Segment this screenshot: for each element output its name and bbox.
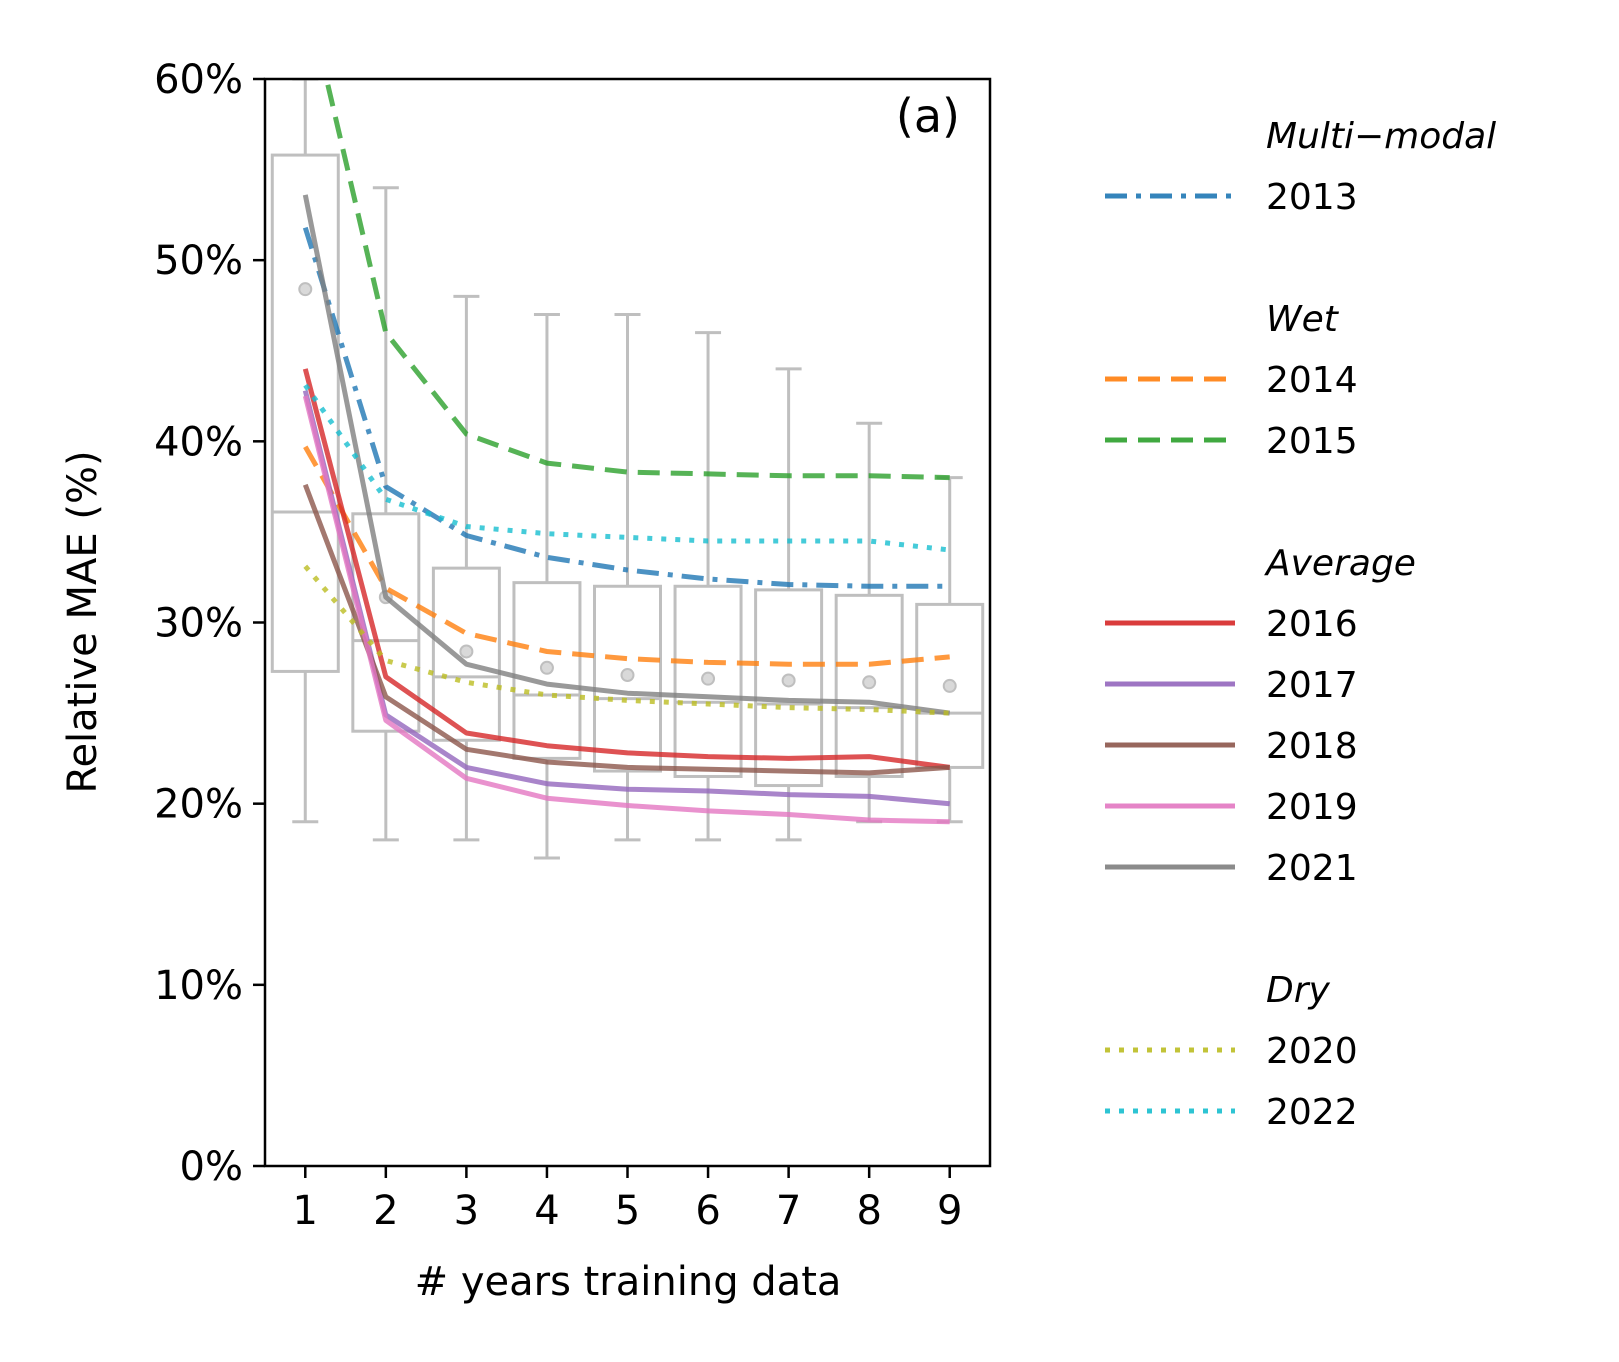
boxplot-6 [673, 331, 743, 842]
boxplot-3 [431, 294, 501, 842]
boxplot-5 [593, 313, 662, 842]
x-axis-title: # years training data [415, 1259, 842, 1305]
legend-entry-2022: 2022 [1105, 1092, 1358, 1133]
y-tick-label: 60% [154, 57, 243, 103]
legend-label: 2019 [1266, 787, 1358, 828]
axes-layer: 1 2 3 4 5 6 7 8 9 0% 10% 20% 30% 40% 50% 60% [154, 57, 962, 1234]
legend-entry-2019: 2019 [1105, 787, 1358, 828]
box [270, 153, 340, 673]
y-axis-title: Relative MAE (%) [60, 450, 106, 793]
series-line-2014 [303, 445, 950, 667]
legend: Multi−modal 2013 Wet 2014 2015 Average 2016 201… [1105, 116, 1496, 1133]
mean-marker [620, 668, 635, 683]
y-tick-label: 10% [154, 963, 243, 1009]
boxplot-2 [351, 186, 421, 842]
legend-entry-2018: 2018 [1105, 726, 1358, 767]
y-tick-label: 50% [154, 238, 243, 284]
series-line-2015 [323, 79, 950, 481]
legend-entry-2017: 2017 [1105, 665, 1358, 706]
legend-label: 2018 [1266, 726, 1358, 767]
box [834, 593, 904, 778]
mean-marker [781, 673, 796, 688]
mean-marker [459, 644, 474, 659]
box [673, 584, 743, 778]
mean-marker [862, 675, 877, 690]
series-line-2019 [302, 395, 950, 825]
legend-label: 2016 [1266, 604, 1358, 645]
y-tick-label: 20% [154, 782, 243, 828]
legend-entry-2020: 2020 [1105, 1031, 1358, 1072]
x-tick-label: 1 [293, 1188, 318, 1234]
series-line-2016 [302, 368, 951, 770]
legend-label: 2013 [1266, 177, 1358, 218]
legend-label: 2014 [1266, 360, 1358, 401]
panel-label: (a) [896, 89, 960, 143]
legend-entry-2013: 2013 [1105, 177, 1358, 218]
boxplot-8 [834, 421, 904, 824]
legend-label: 2020 [1266, 1031, 1358, 1072]
boxplot-layer [270, 79, 985, 860]
mean-marker [298, 282, 313, 297]
boxplot-1 [270, 79, 340, 824]
box [593, 584, 662, 773]
legend-label: 2017 [1266, 665, 1358, 706]
legend-group-header: Wet [1266, 299, 1340, 340]
legend-group-header: Dry [1266, 970, 1331, 1011]
boxplot-9 [915, 476, 985, 824]
series-line-2018 [302, 483, 950, 776]
series-layer [302, 79, 951, 825]
legend-entry-2016: 2016 [1105, 604, 1358, 645]
legend-label: 2022 [1266, 1092, 1358, 1133]
series-line-2017 [302, 389, 950, 807]
y-tick-label: 40% [154, 419, 243, 465]
series-line-2021 [302, 194, 951, 716]
box [431, 566, 501, 742]
x-tick-label: 2 [373, 1188, 398, 1234]
legend-entry-2015: 2015 [1105, 421, 1358, 462]
x-tick-label: 6 [695, 1188, 720, 1234]
x-tick-label: 8 [856, 1188, 881, 1234]
x-tick-label: 3 [454, 1188, 479, 1234]
x-tick-label: 9 [937, 1188, 962, 1234]
box [512, 581, 582, 760]
legend-entry-2014: 2014 [1105, 360, 1358, 401]
series-line-2013 [302, 226, 950, 589]
legend-label: 2021 [1266, 848, 1358, 889]
x-tick-label: 5 [615, 1188, 640, 1234]
legend-entry-2021: 2021 [1105, 848, 1358, 889]
x-tick-label: 7 [776, 1188, 801, 1234]
legend-label: 2015 [1266, 421, 1358, 462]
y-tick-label: 0% [180, 1144, 243, 1190]
box [915, 602, 985, 769]
legend-group-header: Average [1264, 543, 1416, 584]
y-tick-label: 30% [154, 601, 243, 647]
legend-group-header: Multi−modal [1266, 116, 1496, 157]
mean-marker [539, 660, 554, 675]
box [754, 588, 824, 788]
x-tick-label: 4 [534, 1188, 559, 1234]
mean-marker [942, 678, 957, 693]
mean-marker [701, 671, 716, 686]
